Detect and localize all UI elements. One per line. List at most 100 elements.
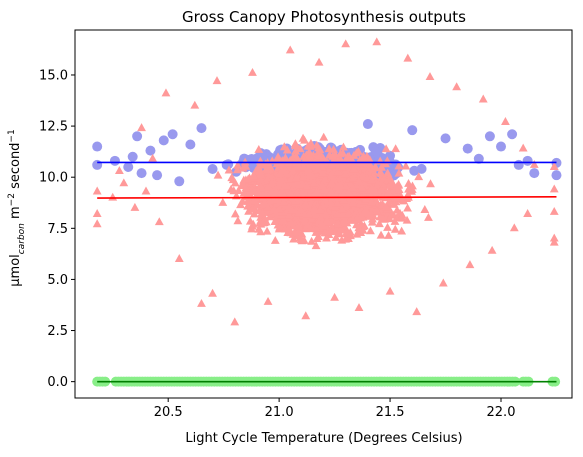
data-point [330, 293, 339, 301]
data-point [137, 168, 147, 178]
data-point [93, 219, 102, 227]
data-point [529, 168, 539, 178]
data-point [507, 129, 517, 139]
x-tick-label: 20.5 [154, 405, 183, 420]
data-point [162, 88, 171, 96]
y-tick-label: 15.0 [39, 68, 68, 83]
data-point [383, 223, 392, 231]
y-axis: 0.0 2.5 5.0 7.5 10.0 12.5 15.0 [39, 68, 75, 390]
x-axis: 20.5 21.0 21.5 22.0 [154, 398, 516, 420]
data-point [132, 131, 142, 141]
data-point [386, 287, 395, 295]
data-point [128, 152, 138, 162]
data-point [355, 303, 364, 311]
data-point [319, 133, 328, 141]
x-tick-label: 22.0 [487, 405, 516, 420]
y-axis-label: μmolcarbon m−2 second−1 [7, 129, 27, 286]
data-point [93, 187, 102, 195]
data-point [137, 123, 146, 131]
data-point [426, 72, 435, 80]
y-tick-label: 10.0 [39, 171, 68, 186]
data-point [315, 58, 324, 66]
data-point [391, 144, 400, 152]
data-point [424, 213, 433, 221]
data-point [407, 125, 417, 135]
data-point [152, 170, 162, 180]
data-point [466, 260, 475, 268]
data-point [264, 297, 273, 305]
data-point [514, 160, 524, 170]
data-point [426, 179, 435, 187]
data-point [248, 68, 257, 76]
data-point [341, 39, 350, 47]
data-point [110, 156, 120, 166]
data-point [301, 311, 310, 319]
data-point [185, 139, 195, 149]
data-point [420, 205, 429, 213]
data-point [131, 203, 140, 211]
y-tick-label: 7.5 [47, 222, 68, 237]
data-point [93, 209, 102, 217]
data-point [441, 133, 451, 143]
data-point [523, 209, 532, 217]
data-point [479, 95, 488, 103]
data-point [523, 156, 533, 166]
data-point [168, 129, 178, 139]
data-point [439, 279, 448, 287]
data-point [190, 101, 199, 109]
y-tick-label: 2.5 [47, 324, 68, 339]
data-point [119, 178, 128, 186]
data-point [377, 231, 386, 239]
data-point [391, 225, 400, 233]
data-point [485, 131, 495, 141]
data-point [496, 142, 506, 152]
data-point [108, 193, 117, 201]
data-point [233, 216, 242, 224]
data-point [92, 142, 102, 152]
data-point [231, 209, 240, 217]
data-point [550, 185, 559, 193]
data-point [174, 176, 184, 186]
data-point [463, 144, 473, 154]
x-tick-label: 21.5 [376, 405, 405, 420]
data-point [286, 45, 295, 53]
data-point [175, 254, 184, 262]
data-point [397, 227, 406, 235]
data-point [115, 166, 124, 174]
data-point [123, 162, 133, 172]
data-point [550, 207, 559, 215]
data-point [488, 246, 497, 254]
y-tick-label: 12.5 [39, 120, 68, 135]
data-point [510, 223, 519, 231]
data-point [92, 160, 102, 170]
data-point [403, 204, 412, 212]
data-point [403, 54, 412, 62]
data-point [196, 123, 206, 133]
data-point [218, 198, 227, 206]
data-point [452, 82, 461, 90]
plot-area [92, 37, 561, 386]
data-point [501, 117, 510, 125]
data-point [155, 217, 164, 225]
data-point [197, 299, 206, 307]
chart-title: Gross Canopy Photosynthesis outputs [182, 8, 466, 26]
data-point [372, 37, 381, 45]
data-point [208, 289, 217, 297]
data-point [299, 134, 308, 142]
x-tick-label: 21.0 [265, 405, 294, 420]
data-point [159, 135, 169, 145]
data-point [550, 238, 559, 246]
data-point [519, 144, 528, 152]
x-axis-label: Light Cycle Temperature (Degrees Celsius… [185, 431, 462, 446]
data-point [230, 317, 239, 325]
y-tick-label: 5.0 [47, 273, 68, 288]
y-tick-label: 0.0 [47, 375, 68, 390]
data-point [142, 187, 151, 195]
data-point [412, 307, 421, 315]
data-point [551, 170, 561, 180]
data-point [213, 76, 222, 84]
trend-line [97, 197, 556, 198]
data-point [271, 236, 280, 244]
